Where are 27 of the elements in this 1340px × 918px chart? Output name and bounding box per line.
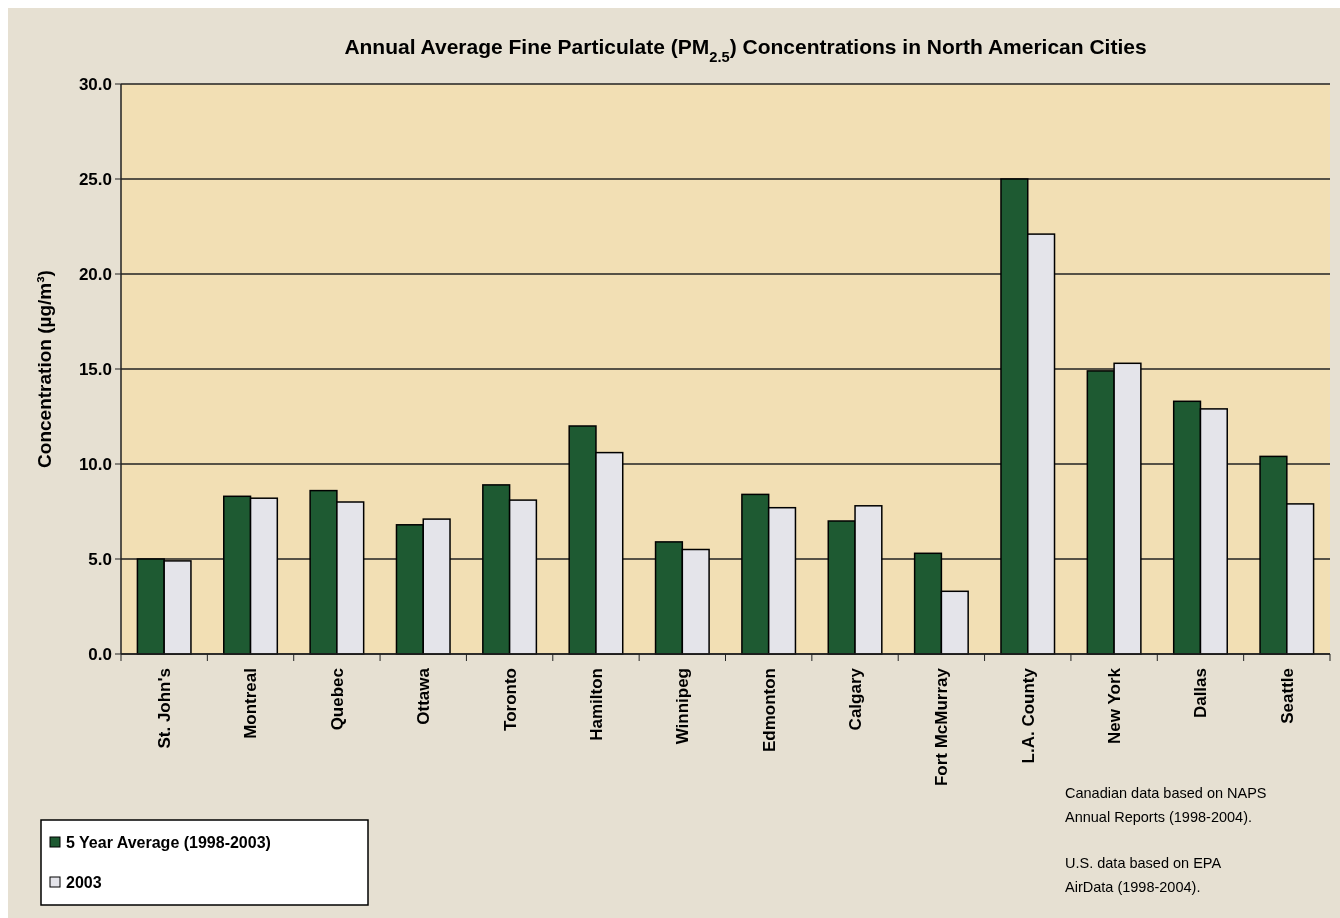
y-tick-label: 0.0 [88, 644, 112, 664]
x-tick-label: Dallas [1191, 668, 1211, 719]
x-tick-label: Montreal [241, 668, 261, 739]
legend-label: 2003 [66, 873, 102, 891]
x-tick-label: Calgary [845, 667, 865, 731]
y-tick-label: 20.0 [78, 264, 112, 284]
x-tick-label: Ottawa [414, 667, 434, 725]
y-axis-title: Concentration (µg/m³) [34, 270, 55, 468]
text: Canadian data based on NAPS Annual Reports (1998-2004). [1065, 785, 1267, 825]
x-tick-label: New York [1105, 667, 1125, 744]
x-tick-label: Toronto [500, 668, 520, 731]
y-tick-label: 25.0 [78, 169, 112, 189]
y-tick-label: 30.0 [78, 74, 112, 94]
x-tick-label: Fort McMurray [932, 667, 952, 787]
y-tick-label: 10.0 [78, 454, 112, 474]
text: U.S. data based on EPA AirData (1998-2004). [1065, 855, 1222, 895]
chart-title: Annual Average Fine Particulate (PM$_{2.5}$) Concentrations in North American Cities [344, 35, 1147, 65]
x-tick-label: Edmonton [759, 668, 779, 753]
x-tick-label: L.A. County [1018, 667, 1038, 764]
x-tick-label: Winnipeg [673, 668, 693, 745]
x-tick-label: Hamilton [586, 668, 606, 741]
x-tick-label: St. John's [155, 668, 175, 749]
legend-label: 5 Year Average (1998-2003) [66, 833, 271, 851]
y-tick-label: 15.0 [78, 359, 112, 379]
y-tick-label: 5.0 [88, 549, 112, 569]
x-tick-label: Seattle [1277, 668, 1297, 724]
x-tick-label: Quebec [327, 668, 347, 731]
